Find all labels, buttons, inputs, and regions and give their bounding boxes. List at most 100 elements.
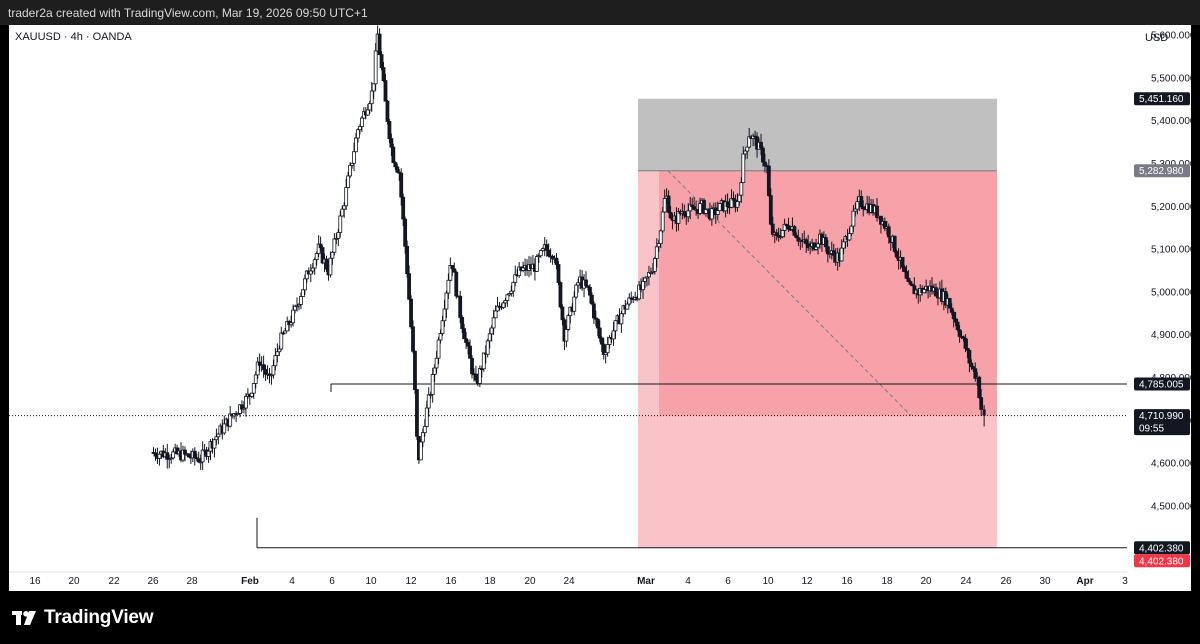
candle[interactable] (892, 235, 897, 254)
candle[interactable] (244, 393, 248, 417)
candle[interactable] (556, 261, 561, 286)
candle[interactable] (354, 132, 358, 153)
tradingview-logo[interactable]: TradingView (12, 607, 154, 629)
candle[interactable] (281, 331, 286, 335)
candle[interactable] (947, 297, 952, 309)
candle[interactable] (729, 189, 734, 209)
candle[interactable] (418, 438, 423, 461)
candle[interactable] (574, 283, 579, 299)
candle[interactable] (460, 315, 465, 334)
candle[interactable] (399, 168, 404, 206)
candle[interactable] (438, 329, 443, 344)
candle[interactable] (468, 339, 472, 359)
candle[interactable] (228, 406, 233, 428)
candle[interactable] (485, 338, 490, 358)
candle[interactable] (908, 279, 913, 286)
candle[interactable] (491, 309, 496, 335)
candle[interactable] (328, 251, 333, 278)
candle[interactable] (436, 336, 441, 365)
candle[interactable] (216, 432, 221, 445)
candle[interactable] (886, 223, 891, 244)
candle[interactable] (627, 293, 632, 307)
candle[interactable] (391, 143, 396, 164)
candle[interactable] (301, 289, 305, 298)
candle[interactable] (597, 320, 602, 343)
candle[interactable] (344, 178, 349, 210)
candle[interactable] (493, 305, 498, 319)
candle[interactable] (405, 240, 410, 278)
candle[interactable] (359, 116, 364, 133)
candle[interactable] (291, 304, 295, 327)
candle[interactable] (770, 216, 775, 237)
candle[interactable] (666, 190, 671, 214)
candle[interactable] (560, 304, 565, 326)
candle[interactable] (420, 428, 425, 448)
candle[interactable] (346, 171, 351, 189)
candle[interactable] (505, 293, 510, 307)
stop-loss-zone[interactable] (638, 98, 997, 171)
candle[interactable] (851, 205, 856, 232)
candle[interactable] (389, 133, 394, 157)
candle[interactable] (572, 291, 577, 316)
candle[interactable] (534, 254, 539, 272)
candle[interactable] (900, 256, 905, 272)
time-axis[interactable] (9, 572, 1127, 591)
candle[interactable] (792, 225, 797, 237)
candle[interactable] (422, 419, 427, 437)
candle[interactable] (183, 446, 187, 462)
candle[interactable] (304, 270, 309, 283)
candle[interactable] (715, 201, 720, 221)
candle[interactable] (385, 100, 390, 125)
candle[interactable] (564, 325, 569, 348)
candle[interactable] (430, 367, 435, 403)
candle[interactable] (424, 400, 429, 428)
candle[interactable] (654, 238, 659, 268)
candle[interactable] (660, 207, 665, 233)
candle[interactable] (875, 197, 879, 222)
candle[interactable] (446, 273, 451, 299)
candle[interactable] (847, 227, 852, 241)
candle[interactable] (839, 239, 844, 262)
candle[interactable] (717, 203, 722, 212)
candle[interactable] (613, 320, 618, 339)
candle[interactable] (302, 274, 307, 296)
candle[interactable] (403, 216, 408, 254)
candle[interactable] (379, 51, 384, 71)
candle[interactable] (377, 28, 382, 56)
candle[interactable] (906, 270, 911, 282)
candle[interactable] (411, 320, 415, 354)
candle[interactable] (676, 207, 681, 231)
candle[interactable] (253, 371, 258, 389)
candle-last[interactable] (982, 405, 986, 427)
candle[interactable] (825, 240, 830, 263)
candle[interactable] (444, 290, 449, 318)
candle[interactable] (470, 355, 474, 379)
candle[interactable] (279, 326, 284, 351)
candle[interactable] (348, 162, 353, 179)
candle[interactable] (401, 193, 406, 227)
candle[interactable] (658, 229, 663, 249)
candle[interactable] (588, 284, 592, 304)
candle[interactable] (566, 313, 571, 331)
candle[interactable] (702, 198, 706, 215)
candle[interactable] (538, 249, 543, 258)
candle[interactable] (619, 310, 624, 333)
candle[interactable] (481, 352, 486, 372)
candle[interactable] (440, 315, 445, 336)
candle[interactable] (269, 374, 274, 385)
candle[interactable] (222, 415, 227, 436)
candle[interactable] (495, 296, 500, 313)
candle[interactable] (739, 177, 744, 203)
candle[interactable] (299, 292, 303, 310)
candle[interactable] (647, 265, 651, 286)
candle[interactable] (591, 301, 596, 324)
chart-area[interactable]: 4,500.0004,600.0004,700.0004,800.0004,90… (9, 25, 1191, 591)
candle[interactable] (590, 292, 594, 306)
candle[interactable] (413, 350, 417, 394)
candle[interactable] (768, 188, 773, 226)
candle[interactable] (448, 257, 453, 282)
candle[interactable] (662, 189, 667, 213)
candle[interactable] (332, 233, 337, 256)
candle[interactable] (283, 327, 288, 334)
candle[interactable] (458, 290, 463, 324)
